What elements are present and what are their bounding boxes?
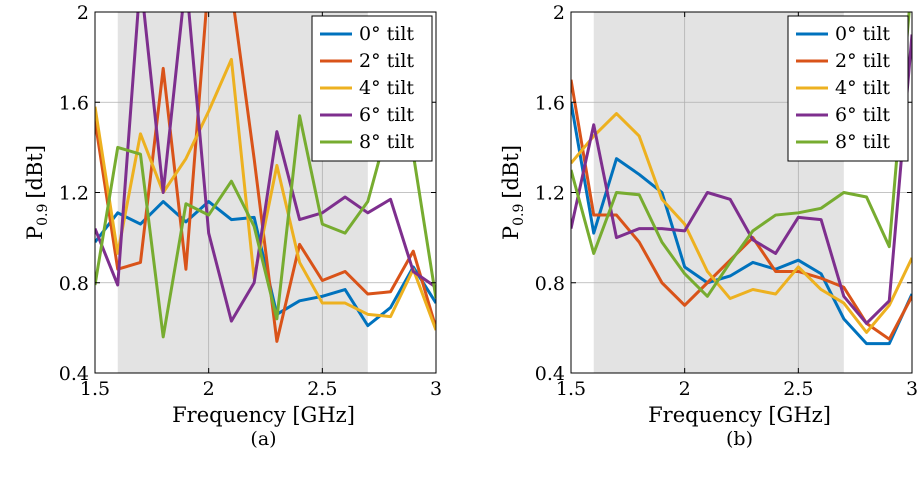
legend-label-3: 6° tilt <box>359 104 414 126</box>
y-tick-label: 1.2 <box>59 183 89 205</box>
series-line-3 <box>95 12 436 323</box>
chart-panel-b: 1.5 2 2.5 3 0.4 0.8 1.2 1.6 2 Frequency [GHz](b) P… <box>499 2 918 450</box>
x-tick-label: 2 <box>679 378 691 400</box>
series-group <box>571 12 912 346</box>
subcaption: (b) <box>726 428 753 450</box>
y-tick-label: 1.6 <box>59 92 89 114</box>
series-line-2 <box>95 57 436 331</box>
x-tick-label: 2.5 <box>783 378 813 400</box>
y-axis-label-subscript: 0.9 <box>35 204 51 226</box>
legend: 0° tilt 2° tilt 4° tilt 6° tilt 8° tilt <box>311 15 433 162</box>
legend-label-3: 6° tilt <box>835 104 890 126</box>
y-axis-label-main: P <box>23 226 47 240</box>
legend-label-1: 2° tilt <box>835 50 890 72</box>
x-axis-label: Frequency [GHz] <box>648 403 831 427</box>
chart-panel-a: 1.5 2 2.5 3 0.4 0.8 1.2 1.6 2 Frequency [GHz](a) P… <box>23 2 442 450</box>
legend-label-1: 2° tilt <box>359 50 414 72</box>
y-axis-label-unit: [dBt] <box>23 145 47 199</box>
y-axis-label-unit: [dBt] <box>499 145 523 199</box>
x-tick-label: 3 <box>906 378 918 400</box>
x-tick-label: 1.5 <box>80 378 110 400</box>
legend-label-4: 8° tilt <box>359 131 414 153</box>
legend-label-0: 0° tilt <box>835 23 890 45</box>
x-tick-label: 3 <box>430 378 442 400</box>
y-tick-label: 0.4 <box>535 363 565 385</box>
subcaption: (a) <box>250 428 276 450</box>
legend-label-2: 4° tilt <box>835 77 890 99</box>
series-line-3 <box>571 34 912 325</box>
y-tick-label: 1.2 <box>535 183 565 205</box>
y-tick-label: 0.8 <box>535 273 565 295</box>
series-line-0 <box>571 101 912 346</box>
y-axis-label: P0.9 [dBt] <box>499 145 527 240</box>
x-axis-label: Frequency [GHz] <box>172 403 355 427</box>
legend: 0° tilt 2° tilt 4° tilt 6° tilt 8° tilt <box>787 15 909 162</box>
y-axis-label-main: P <box>499 226 523 240</box>
series-line-4 <box>571 12 911 298</box>
legend-label-0: 0° tilt <box>359 23 414 45</box>
x-tick-label: 2 <box>203 378 215 400</box>
legend-label-2: 4° tilt <box>359 77 414 99</box>
y-tick-label: 2 <box>77 2 89 24</box>
y-axis-label-subscript: 0.9 <box>511 204 527 226</box>
y-tick-label: 1.6 <box>535 92 565 114</box>
legend-label-4: 8° tilt <box>835 131 890 153</box>
y-tick-label: 2 <box>553 2 565 24</box>
y-tick-label: 0.8 <box>59 273 89 295</box>
series-line-2 <box>571 112 912 334</box>
x-tick-label: 2.5 <box>307 378 337 400</box>
y-axis-label: P0.9 [dBt] <box>23 145 51 240</box>
x-tick-label: 1.5 <box>556 378 586 400</box>
y-tick-label: 0.4 <box>59 363 89 385</box>
